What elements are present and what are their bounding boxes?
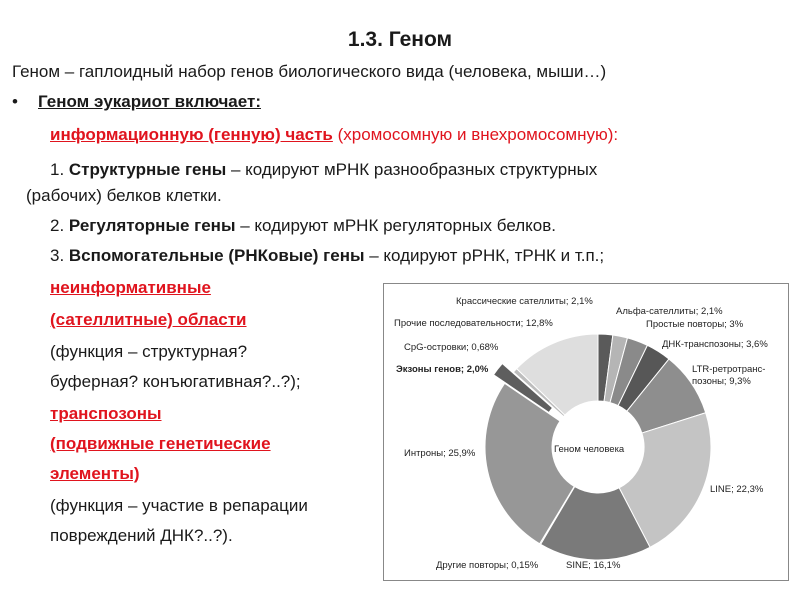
item-3: 3. Вспомогательные (РНКовые) гены – коди… (50, 246, 604, 266)
label-exons: Экзоны генов; 2,0% (396, 364, 489, 375)
item-desc: – кодируют мРНК разнообразных структурны… (226, 160, 598, 179)
transposons-line2: (подвижные генетические (50, 434, 271, 453)
label-sine: SINE; 16,1% (566, 560, 621, 571)
transposons-function-2: повреждений ДНК?..?). (50, 526, 233, 545)
label-introns: Интроны; 25,9% (404, 448, 476, 459)
item-num: 1. (50, 160, 69, 179)
label-simple-repeats: Простые повторы; 3% (646, 319, 744, 330)
item-desc: – кодируют мРНК регуляторных белков. (235, 216, 556, 235)
transposons-function-1: (функция – участие в репарации (50, 496, 308, 515)
label-other-sequences: Прочие последовательности; 12,8% (394, 318, 553, 329)
label-classic-satellites: Крассические сателлиты; 2,1% (456, 296, 593, 307)
info-part-label: информационную (генную) часть (50, 125, 333, 144)
bullet-heading: Геном эукариот включает: (38, 92, 261, 111)
bullet-dot: • (12, 92, 18, 111)
label-line: LINE; 22,3% (710, 484, 764, 495)
label-dna-transposons: ДНК-транспозоны; 3,6% (662, 339, 768, 350)
item-num: 2. (50, 216, 69, 235)
donut-slice (484, 382, 575, 545)
donut-svg (484, 333, 712, 561)
noninfo-line2: (сателлитные) области (50, 310, 247, 329)
info-part: информационную (генную) часть (хромосомн… (50, 125, 618, 145)
slide-title: 1.3. Геном (347, 28, 453, 51)
item-2: 2. Регуляторные гены – кодируют мРНК рег… (50, 216, 556, 236)
label-alpha-satellites: Альфа-сателлиты; 2,1% (616, 306, 723, 317)
transposons-line1: транспозоны (50, 404, 162, 423)
transposons-line3: элементы) (50, 464, 140, 483)
noninfo-line1: неинформативные (50, 278, 211, 297)
info-part-rest: (хромосомную и внехромосомную): (332, 125, 619, 144)
donut-slice (515, 333, 599, 416)
label-ltr: LTR-ретротранс-позоны; 9,3% (692, 364, 766, 387)
item-1-cont: (рабочих) белков клетки. (26, 186, 222, 205)
donut-slice (618, 412, 712, 548)
label-cpg: CpG-островки; 0,68% (404, 342, 499, 353)
item-num: 3. (50, 246, 69, 265)
label-other-repeats: Другие повторы; 0,15% (436, 560, 539, 571)
definition: Геном – гаплоидный набор генов биологиче… (12, 62, 607, 81)
noninfo-function-2: буферная? конъюгативная?..?); (50, 372, 301, 391)
genome-donut-chart: Крассические сателлиты; 2,1% Альфа-сател… (383, 283, 789, 581)
noninfo-function-1: (функция – структурная? (50, 342, 248, 361)
item-term: Вспомогательные (РНКовые) гены (68, 246, 365, 265)
center-label: Геном человека (554, 444, 625, 455)
donut-slice (492, 362, 554, 414)
item-desc: – кодируют рРНК, тРНК и т.п.; (364, 246, 605, 265)
item-1: 1. Структурные гены – кодируют мРНК разн… (50, 160, 597, 180)
item-term: Регуляторные гены (68, 216, 236, 235)
item-term: Структурные гены (68, 160, 227, 179)
